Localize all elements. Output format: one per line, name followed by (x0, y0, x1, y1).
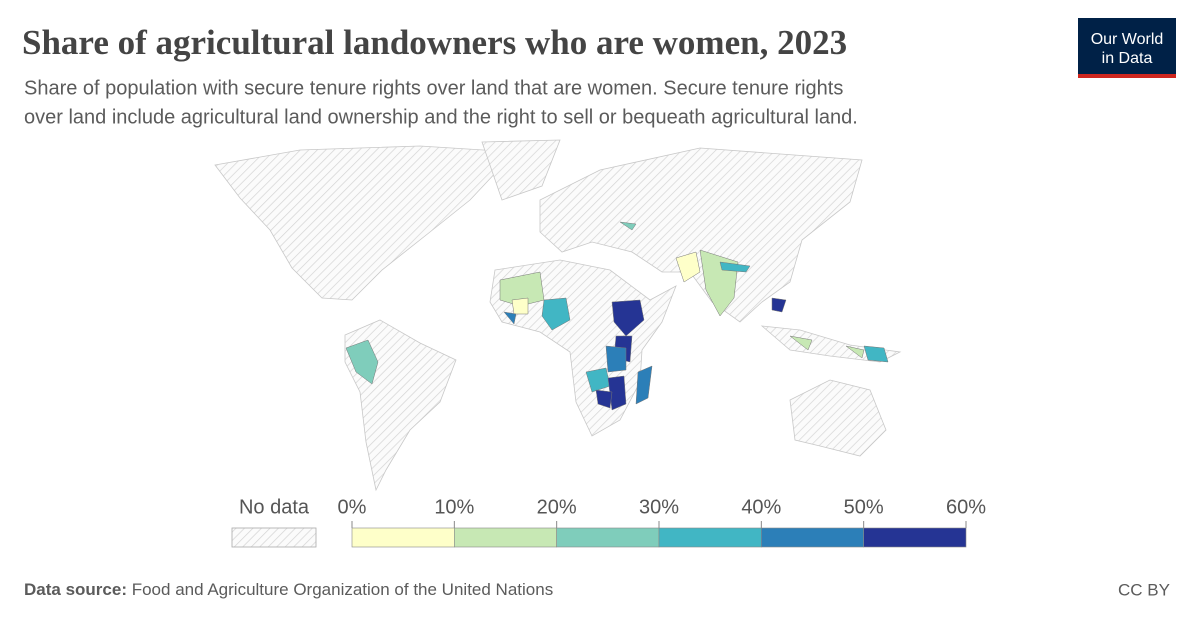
country (675, 251, 701, 283)
country (605, 345, 627, 373)
country (595, 389, 613, 409)
logo-box[interactable] (1078, 18, 1176, 74)
no-data-swatch (231, 527, 317, 548)
country (619, 221, 637, 231)
country (845, 345, 865, 359)
legend-bin (863, 527, 967, 548)
logo-bar (1078, 74, 1176, 78)
logo-text[interactable]: Our World (1091, 31, 1164, 48)
subtitle: Share of population with secure tenure r… (24, 77, 843, 99)
subtitle: over land include agricultural land owne… (24, 106, 858, 128)
source-label: Data source: (24, 580, 127, 599)
no-data-label: No data (239, 496, 310, 518)
legend-tick-label: 10% (434, 496, 474, 518)
legend-bin (454, 527, 557, 548)
legend-bin (556, 527, 660, 548)
source-text: Food and Agriculture Organization of the… (132, 580, 553, 599)
land (214, 145, 516, 301)
map (214, 139, 902, 492)
legend-tick-label: 30% (639, 496, 679, 518)
country (511, 297, 529, 315)
country (863, 345, 889, 363)
country (635, 365, 653, 405)
legend-tick-label: 50% (844, 496, 884, 518)
land (539, 147, 863, 323)
country (611, 299, 645, 337)
logo-text[interactable]: in Data (1102, 50, 1153, 67)
land (481, 139, 561, 201)
legend-bin (761, 527, 864, 548)
country (719, 261, 751, 273)
country (503, 311, 517, 325)
country (499, 271, 545, 307)
legend: No data 0% 10% 20% 30% 40% 50% 60% (231, 496, 986, 548)
legend-tick-label: 60% (946, 496, 986, 518)
country (771, 297, 787, 313)
legend-bin (351, 527, 455, 548)
license: CC BY (1118, 580, 1170, 599)
land (760, 325, 902, 363)
country (541, 297, 571, 331)
title: Share of agricultural landowners who are… (22, 23, 847, 62)
legend-tick-label: 20% (537, 496, 577, 518)
country (789, 335, 813, 351)
logo[interactable]: Our World in Data (1078, 18, 1176, 78)
legend-bin (658, 527, 762, 548)
legend-tick-label: 0% (338, 496, 367, 518)
source: Data source: Food and Agriculture Organi… (24, 580, 553, 599)
legend-tick-label: 40% (741, 496, 781, 518)
country (345, 339, 379, 385)
land (789, 379, 887, 457)
